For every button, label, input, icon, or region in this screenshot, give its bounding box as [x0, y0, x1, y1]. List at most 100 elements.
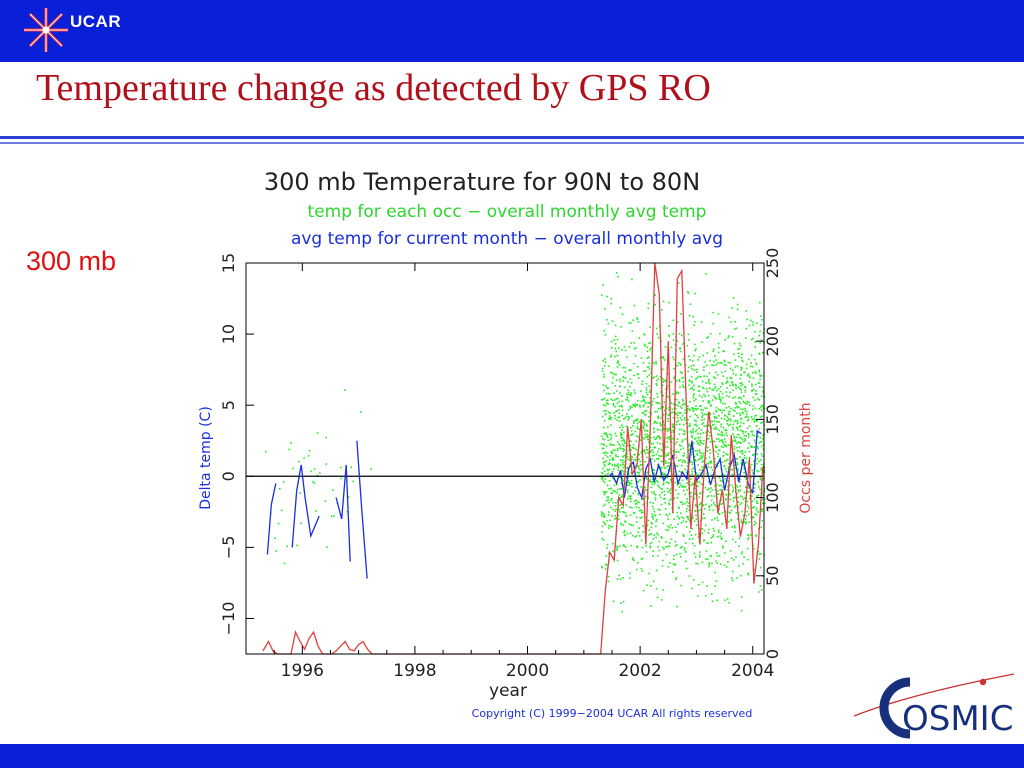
scatter-point — [645, 489, 648, 492]
scatter-point — [633, 374, 635, 377]
scatter-point — [720, 484, 722, 487]
scatter-point — [744, 439, 746, 442]
scatter-point — [649, 342, 652, 344]
scatter-point — [720, 563, 722, 566]
slide-title: Temperature change as detected by GPS RO — [36, 67, 711, 109]
scatter-point — [742, 408, 744, 411]
scatter-point — [691, 382, 693, 384]
scatter-point — [710, 462, 712, 464]
scatter-point — [629, 378, 632, 380]
scatter-point — [616, 465, 618, 467]
scatter-point — [303, 457, 305, 459]
scatter-point — [702, 400, 704, 402]
scatter-point — [692, 395, 695, 397]
scatter-point — [653, 362, 656, 365]
scatter-point — [672, 416, 675, 419]
scatter-point — [667, 414, 670, 417]
scatter-point — [629, 498, 632, 500]
scatter-point — [752, 408, 754, 411]
scatter-point — [714, 417, 716, 419]
scatter-point — [633, 512, 636, 514]
scatter-point — [695, 423, 697, 426]
scatter-point — [732, 372, 735, 375]
scatter-point — [606, 547, 608, 549]
scatter-point — [639, 464, 642, 466]
scatter-point — [634, 486, 637, 489]
scatter-point — [603, 491, 606, 493]
scatter-point — [627, 393, 630, 396]
scatter-point — [737, 420, 739, 422]
scatter-point — [656, 480, 658, 482]
scatter-point — [677, 420, 680, 422]
scatter-point — [747, 547, 749, 550]
scatter-point — [646, 471, 649, 474]
scatter-point — [666, 515, 669, 517]
scatter-point — [316, 432, 319, 434]
scatter-point — [692, 409, 694, 411]
scatter-point — [721, 409, 723, 412]
scatter-point — [741, 383, 744, 386]
scatter-point — [709, 452, 712, 455]
scatter-point — [662, 381, 664, 383]
scatter-point — [713, 420, 716, 422]
scatter-point — [760, 467, 762, 470]
scatter-point — [668, 503, 671, 506]
scatter-point — [637, 321, 640, 323]
scatter-point — [673, 497, 676, 500]
scatter-point — [712, 527, 715, 530]
scatter-point — [602, 284, 604, 286]
scatter-point — [661, 384, 664, 387]
scatter-point — [681, 503, 684, 506]
scatter-point — [616, 362, 619, 364]
scatter-point — [691, 463, 694, 466]
scatter-point — [627, 444, 629, 447]
scatter-point — [760, 315, 762, 317]
scatter-point — [656, 422, 658, 424]
scatter-point — [684, 438, 687, 440]
scatter-point — [694, 407, 696, 410]
scatter-point — [712, 534, 715, 536]
scatter-point — [739, 429, 742, 431]
scatter-point — [693, 552, 696, 555]
scatter-point — [668, 499, 671, 502]
scatter-point — [665, 481, 668, 483]
scatter-point — [603, 330, 605, 332]
scatter-point — [688, 379, 691, 381]
scatter-point — [610, 371, 612, 374]
scatter-point — [615, 508, 617, 511]
scatter-point — [742, 400, 745, 403]
scatter-point — [758, 553, 761, 555]
scatter-point — [617, 347, 620, 349]
scatter-point — [724, 444, 726, 447]
scatter-point — [701, 419, 703, 421]
scatter-point — [690, 376, 693, 378]
scatter-point — [695, 518, 698, 520]
scatter-point — [721, 382, 723, 384]
scatter-point — [653, 510, 656, 513]
scatter-point — [684, 468, 686, 471]
scatter-point — [724, 441, 727, 443]
scatter-point — [605, 402, 608, 404]
scatter-point — [655, 536, 657, 539]
scatter-point — [749, 466, 752, 469]
scatter-point — [662, 522, 664, 525]
scatter-point — [705, 388, 708, 390]
scatter-point — [668, 335, 671, 338]
scatter-point — [695, 514, 697, 517]
scatter-point — [655, 384, 658, 387]
scatter-point — [615, 435, 617, 437]
scatter-point — [745, 461, 748, 463]
scatter-point — [687, 370, 689, 373]
scatter-point — [621, 495, 624, 498]
scatter-point — [657, 378, 660, 380]
scatter-point — [732, 426, 734, 429]
scatter-point — [719, 396, 721, 399]
scatter-point — [701, 412, 703, 414]
scatter-point — [754, 346, 757, 348]
scatter-point — [668, 438, 671, 440]
scatter-point — [704, 595, 707, 597]
scatter-point — [730, 509, 733, 512]
scatter-point — [675, 456, 677, 459]
scatter-point — [717, 438, 720, 440]
scatter-point — [679, 386, 681, 388]
